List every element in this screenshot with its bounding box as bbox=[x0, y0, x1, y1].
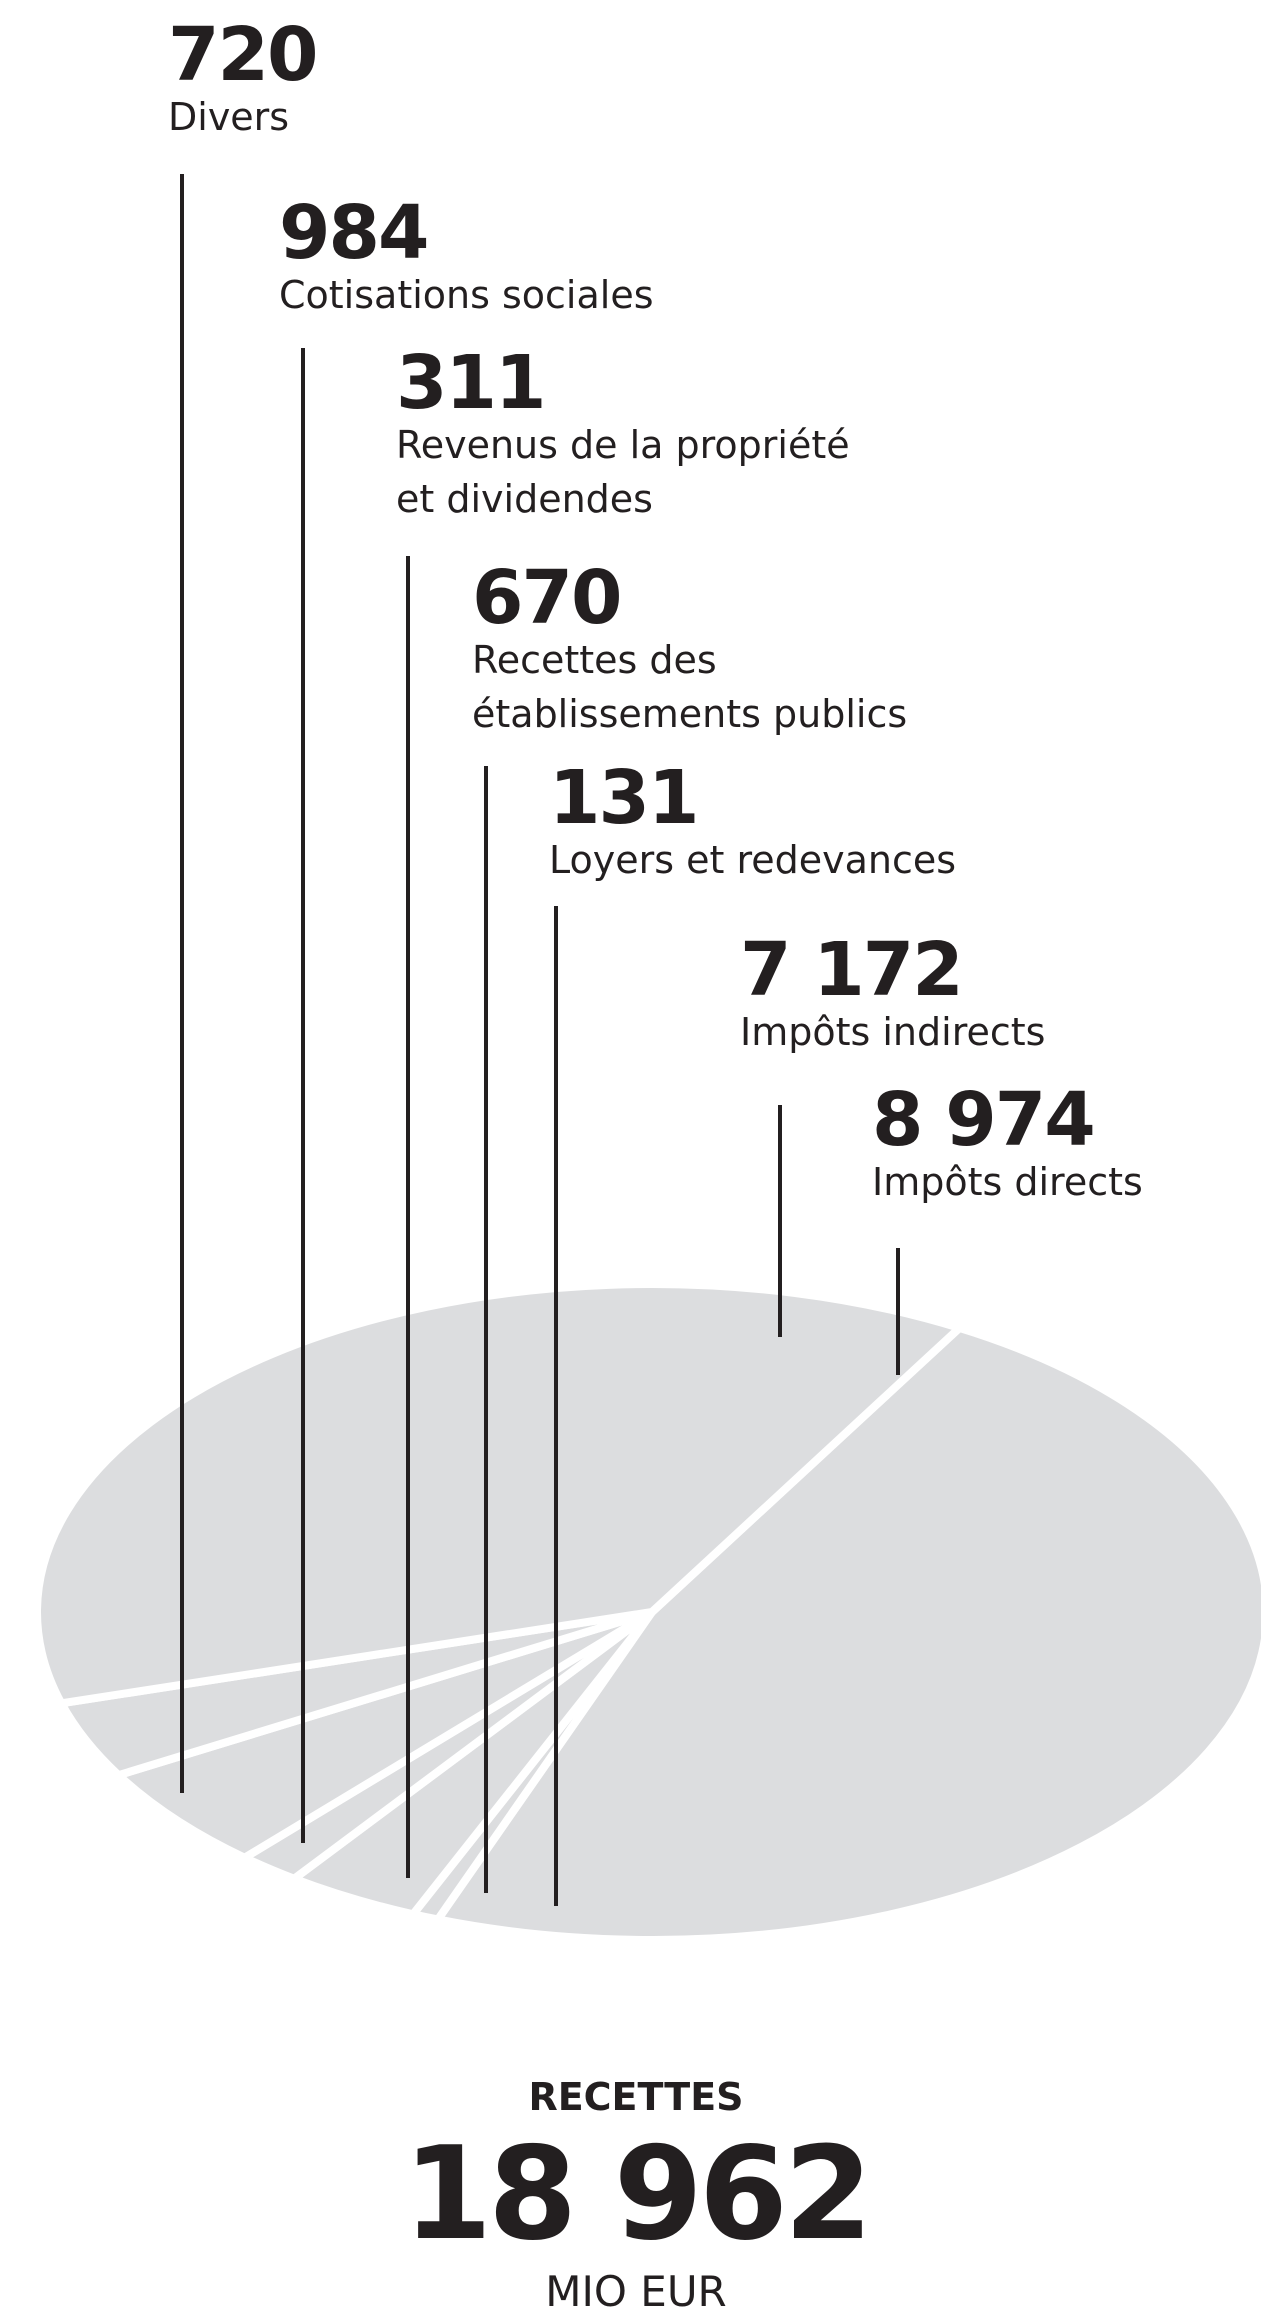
slice-label: Recettes des bbox=[472, 638, 717, 682]
total-value: 18 962 bbox=[403, 2120, 869, 2269]
slice-label: et dividendes bbox=[396, 477, 653, 521]
slice-value: 131 bbox=[549, 755, 697, 841]
pie-slices bbox=[33, 1280, 1261, 1944]
slice-label: Revenus de la propriété bbox=[396, 423, 850, 467]
slice-value: 8 974 bbox=[872, 1077, 1094, 1163]
pie-slice bbox=[114, 1608, 656, 1862]
slice-label: Divers bbox=[168, 95, 289, 139]
total-block: RECETTES 18 962 MIO EUR bbox=[403, 2075, 873, 2315]
pie-slice bbox=[33, 1280, 964, 1708]
slice-value: 984 bbox=[279, 190, 427, 276]
slice-label: Impôts directs bbox=[872, 1160, 1143, 1204]
total-unit: MIO EUR bbox=[545, 2267, 727, 2315]
leader-lines bbox=[180, 174, 900, 1906]
slice-label: Cotisations sociales bbox=[279, 273, 654, 317]
slice-label: Impôts indirects bbox=[740, 1010, 1045, 1054]
slice-value: 311 bbox=[396, 340, 544, 426]
total-title: RECETTES bbox=[528, 2075, 743, 2119]
slice-value: 720 bbox=[168, 12, 316, 98]
slice-value: 7 172 bbox=[740, 927, 962, 1013]
pie-slice bbox=[433, 1323, 1261, 1944]
slice-value: 670 bbox=[472, 555, 620, 641]
slice-label: Loyers et redevances bbox=[549, 838, 956, 882]
slice-label: établissements publics bbox=[472, 692, 907, 736]
